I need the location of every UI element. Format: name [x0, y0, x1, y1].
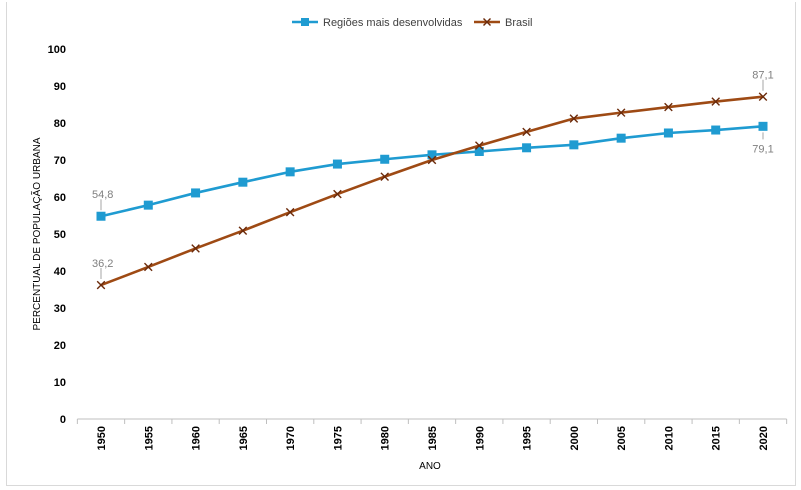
data-point-marker	[616, 108, 626, 117]
y-tick-label: 70	[54, 155, 66, 167]
legend-label: Brasil	[505, 17, 533, 29]
x-tick-label: 1965	[238, 426, 250, 450]
x-tick-label: 1985	[427, 426, 439, 450]
data-point-marker	[758, 121, 768, 131]
data-label: 87,1	[752, 70, 773, 82]
data-point-marker	[285, 207, 295, 217]
data-point-marker	[238, 177, 248, 187]
data-point-marker	[333, 189, 342, 199]
data-point-marker	[96, 280, 106, 290]
data-point-marker	[427, 150, 437, 160]
data-point-marker	[380, 154, 390, 164]
y-tick-label: 20	[54, 340, 66, 352]
x-tick-label: 2005	[616, 426, 628, 450]
legend-square-icon	[301, 18, 309, 26]
data-point-marker	[474, 146, 484, 156]
data-point-marker	[238, 226, 248, 235]
x-axis-title: ANO	[419, 461, 441, 472]
x-tick-label: 1970	[285, 426, 297, 450]
x-axis: 1950 1955 1960 1965 1970 1975 1980 1985 1990 1995…	[76, 418, 788, 450]
y-tick-label: 90	[54, 81, 66, 93]
data-label: 54,8	[92, 189, 113, 201]
y-tick-label: 10	[54, 377, 66, 389]
x-tick-label: 1980	[380, 426, 392, 450]
x-tick-label: 1960	[191, 426, 203, 450]
data-point-marker	[474, 141, 484, 150]
data-point-marker	[522, 127, 531, 137]
data-point-marker	[569, 140, 579, 150]
data-point-marker	[711, 125, 721, 135]
x-tick-label: 2020	[758, 426, 770, 450]
y-tick-label: 50	[54, 229, 66, 241]
y-tick-label: 30	[54, 303, 66, 315]
data-point-marker	[332, 159, 342, 169]
legend-label: Regiões mais desenvolvidas	[323, 17, 463, 29]
data-point-marker	[427, 155, 437, 165]
data-point-marker	[711, 97, 721, 106]
y-tick-label: 40	[54, 266, 66, 278]
data-label: 36,2	[92, 258, 113, 270]
y-tick-label: 60	[54, 192, 66, 204]
legend-cross-icon	[483, 18, 491, 26]
data-point-marker	[522, 143, 532, 153]
x-tick-label: 2000	[569, 426, 581, 450]
data-point-marker	[664, 102, 673, 112]
x-tick-label: 1950	[96, 426, 108, 450]
x-tick-label: 1995	[522, 426, 534, 450]
data-point-marker	[143, 262, 153, 272]
x-tick-label: 1955	[143, 426, 155, 450]
y-tick-label: 100	[48, 44, 66, 56]
x-tick-label: 2010	[663, 426, 675, 450]
data-point-marker	[96, 211, 106, 221]
data-point-marker	[663, 128, 673, 138]
data-point-marker	[758, 92, 768, 102]
data-point-marker	[285, 167, 295, 177]
legend: Regiões mais desenvolvidas Brasil	[292, 17, 533, 29]
y-tick-label: 80	[54, 118, 66, 130]
x-tick-label: 1990	[474, 426, 486, 450]
data-point-marker	[380, 172, 390, 181]
data-labels: 54,8 36,2 87,1 79,1	[92, 70, 774, 280]
chart-frame	[6, 2, 796, 486]
y-tick-label: 0	[60, 414, 66, 426]
y-axis-title: PERCENTUAL DE POPULAÇÃO URBANA	[30, 137, 43, 330]
data-point-marker	[143, 200, 153, 210]
x-tick-label: 2015	[711, 426, 723, 450]
data-point-marker	[191, 244, 200, 253]
data-point-marker	[191, 188, 201, 198]
data-point-marker	[616, 133, 626, 143]
data-label: 79,1	[752, 143, 773, 155]
series-line	[100, 125, 764, 218]
data-point-marker	[569, 114, 579, 123]
series-layer	[96, 92, 768, 290]
y-axis-ticks: 0 10 20 30 40 50 60 70 80 90 100	[48, 44, 66, 426]
x-tick-label: 1975	[332, 426, 344, 450]
